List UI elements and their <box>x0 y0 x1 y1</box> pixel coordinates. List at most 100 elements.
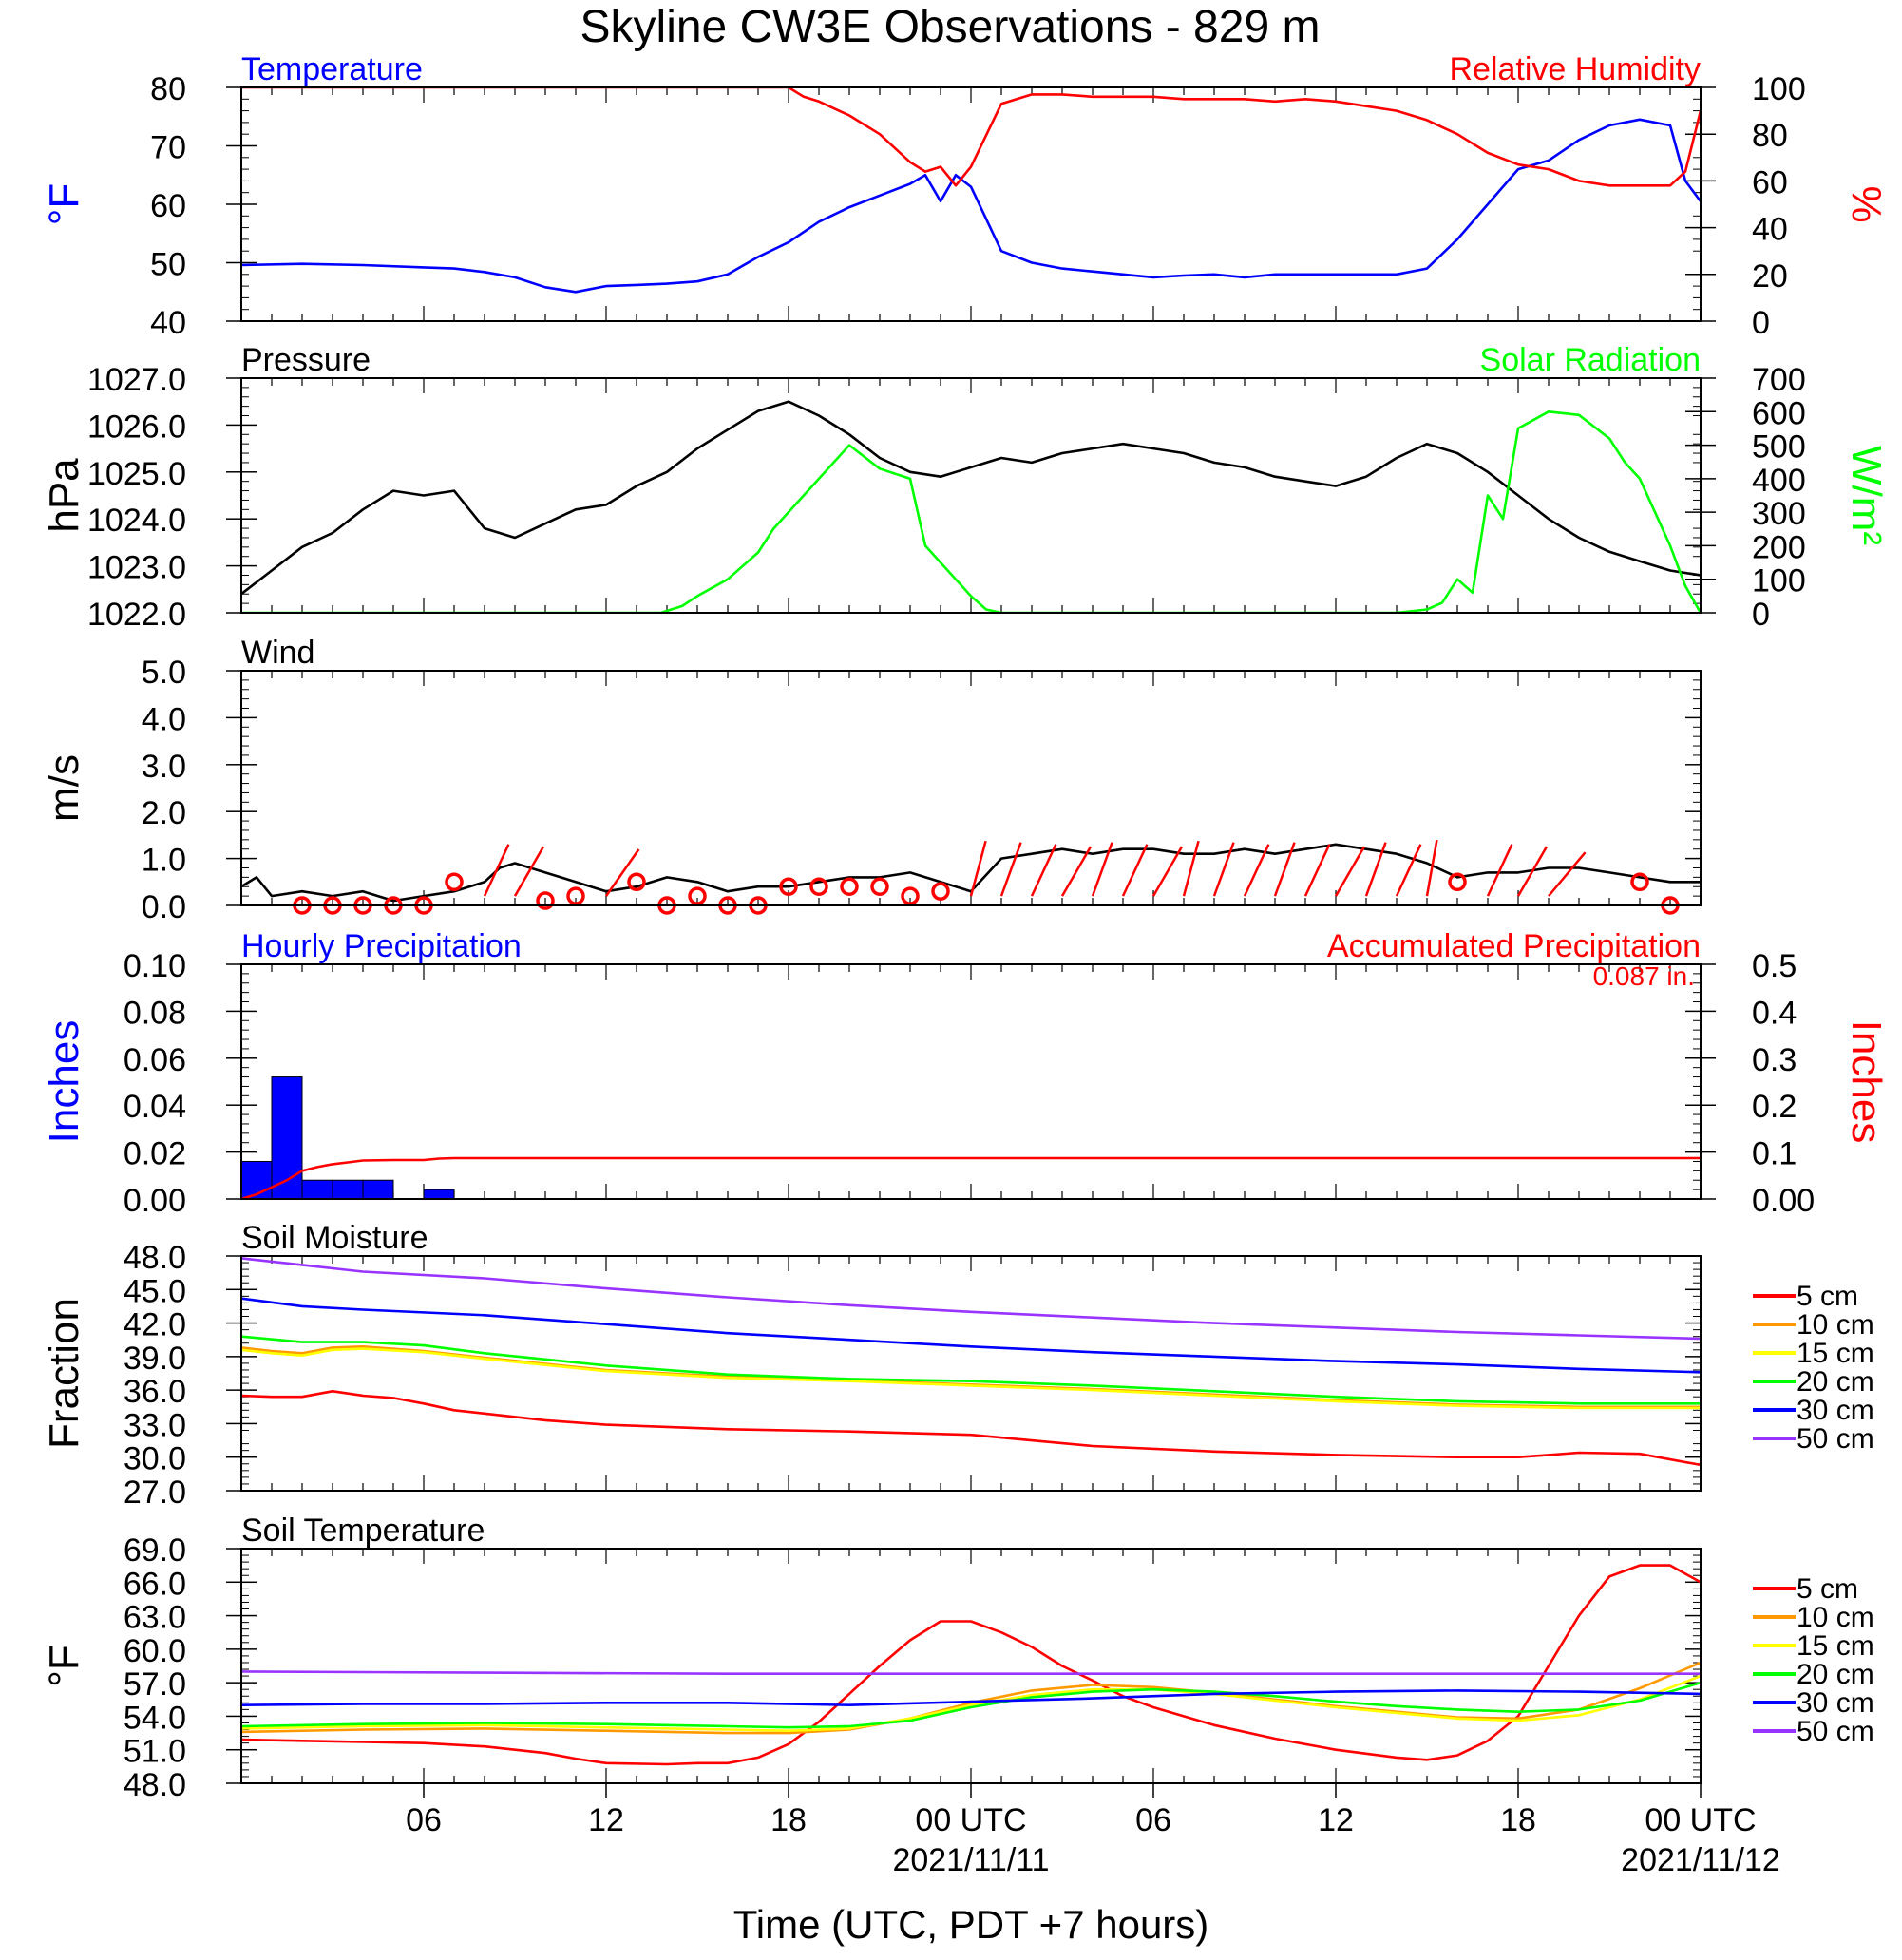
series-line-30-cm <box>241 1689 1701 1706</box>
y-tick-label-right: 100 <box>1752 71 1806 107</box>
y-tick-label: 42.0 <box>124 1307 186 1343</box>
wind-barb <box>483 844 510 897</box>
x-tick-label: 06 <box>406 1802 442 1838</box>
series-line-20-cm <box>241 1335 1701 1405</box>
y-tick-label: 27.0 <box>124 1475 186 1511</box>
series-line-0 <box>241 400 1701 596</box>
y-tick-label: 1025.0 <box>87 456 186 492</box>
x-tick-label: 00 UTC <box>1645 1802 1756 1838</box>
x-date-label: 2021/11/12 <box>1621 1842 1780 1878</box>
y-tick-label: 80 <box>150 71 186 107</box>
legend-label: 15 cm <box>1797 1630 1874 1662</box>
y-tick-label: 57.0 <box>124 1666 186 1703</box>
wind-direction-marker <box>1448 872 1467 892</box>
panel-title-right: Solar Radiation <box>1480 342 1701 378</box>
x-tick-label: 18 <box>1500 1802 1536 1838</box>
y-tick-label: 60 <box>150 188 186 224</box>
y-tick-label: 1026.0 <box>87 409 186 445</box>
y-tick-label: 0.00 <box>124 1183 186 1219</box>
x-tick-label: 12 <box>588 1802 624 1838</box>
panel-frame <box>240 1548 1702 1784</box>
y-tick-label-right: 500 <box>1752 429 1806 466</box>
legend-label: 20 cm <box>1797 1366 1874 1398</box>
y-axis-label-left: °F <box>41 183 87 225</box>
panel-pressure_solar: 1027.0 1026.0 1025.0 1024.0 1023.0 1022.0 7006… <box>41 342 1890 633</box>
wind-barb <box>513 846 545 897</box>
precip-bar <box>332 1179 364 1199</box>
y-tick-label-right: 100 <box>1752 563 1806 599</box>
y-axis-label-left: m/s <box>41 754 87 822</box>
x-tick-label: 12 <box>1318 1802 1354 1838</box>
y-tick-label-right: 0 <box>1752 305 1770 341</box>
y-tick-label-right: 0.5 <box>1752 948 1797 984</box>
y-tick-label: 50 <box>150 247 186 283</box>
panel-soil_moisture: 48.045.042.039.036.033.030.027.0 Soil Moi… <box>41 1220 1874 1511</box>
wind-direction-marker <box>870 877 889 896</box>
y-tick-label: 45.0 <box>124 1273 186 1309</box>
y-tick-label: 51.0 <box>124 1734 186 1770</box>
x-axis-label: Time (UTC, PDT +7 hours) <box>733 1902 1209 1947</box>
panel-soil_temperature: 69.066.063.060.057.054.051.048.0 Soil Tem… <box>41 1513 1874 1803</box>
y-tick-label-right: 0 <box>1752 597 1770 633</box>
y-tick-label: 48.0 <box>124 1240 186 1276</box>
panel-wind: 5.0 4.0 3.0 2.0 1.0 0.0 Wind m/s <box>41 635 1702 925</box>
series-line-1 <box>241 87 1701 187</box>
wind-barb <box>604 848 640 897</box>
panel-precipitation: 0.10 0.08 0.06 0.04 0.02 0.00 0.5 0.4 0.3 0.2 0.1 0… <box>41 928 1890 1219</box>
y-tick-label: 1024.0 <box>87 503 186 539</box>
plot-area <box>241 400 1701 613</box>
wind-barb <box>1364 842 1387 897</box>
legend-label: 30 cm <box>1797 1687 1874 1719</box>
wind-barb <box>1243 844 1270 897</box>
y-tick-label: 3.0 <box>142 749 186 785</box>
y-tick-label: 0.06 <box>124 1042 186 1078</box>
legend-label: 50 cm <box>1797 1423 1874 1455</box>
legend-label: 50 cm <box>1797 1716 1874 1747</box>
y-tick-label-right: 300 <box>1752 496 1806 532</box>
plot-area <box>241 1076 1701 1199</box>
y-tick-label: 0.04 <box>124 1089 186 1125</box>
wind-barb <box>1486 844 1513 897</box>
wind-barb <box>1030 844 1057 897</box>
y-tick-label-right: 400 <box>1752 463 1806 499</box>
y-tick-label: 63.0 <box>124 1600 186 1636</box>
wind-calm-marker <box>536 891 555 910</box>
series-line-0 <box>241 843 1701 903</box>
x-tick-label: 00 UTC <box>915 1802 1026 1838</box>
y-axis-label-left: hPa <box>41 458 87 533</box>
y-tick-label-right: 200 <box>1752 529 1806 565</box>
y-axis-label-left: Inches <box>41 1020 87 1144</box>
y-tick-label: 0.08 <box>124 995 186 1031</box>
y-tick-label: 36.0 <box>124 1374 186 1410</box>
x-tick-label: 18 <box>770 1802 807 1838</box>
series-line-10-cm <box>241 1661 1701 1735</box>
panel-frame <box>240 377 1702 614</box>
legend-label: 10 cm <box>1797 1602 1874 1633</box>
panel-title-left: Temperature <box>241 51 423 87</box>
series-line-30-cm <box>241 1297 1701 1374</box>
plot-area <box>241 87 1701 294</box>
series-line-0 <box>241 118 1701 294</box>
panel-title-left: Soil Temperature <box>241 1513 485 1549</box>
time-axis: 06 12 18 00 UTC 06 12 18 00 UTC 2021/11/11 2021/1… <box>406 1783 1780 1878</box>
wind-barb <box>1303 844 1331 897</box>
y-tick-label: 39.0 <box>124 1341 186 1377</box>
y-tick-label-right: 0.3 <box>1752 1042 1797 1078</box>
panel-frame <box>240 670 1702 906</box>
precip-bar <box>271 1076 303 1199</box>
y-axis-label-right: Inches <box>1843 1020 1890 1144</box>
y-tick-label-right: 0.4 <box>1752 995 1797 1031</box>
wind-barb <box>1425 839 1438 897</box>
legend-label: 20 cm <box>1797 1659 1874 1690</box>
wind-barb <box>1182 840 1200 897</box>
legend-label: 10 cm <box>1797 1309 1874 1341</box>
panel-title-right: Accumulated Precipitation <box>1327 928 1701 964</box>
panel-frame <box>240 86 1702 322</box>
wind-barb <box>1548 851 1587 897</box>
y-tick-label: 54.0 <box>124 1700 186 1736</box>
wind-barb <box>1091 842 1113 897</box>
y-tick-label: 30.0 <box>124 1441 186 1477</box>
plot-area <box>241 1257 1701 1467</box>
y-tick-label: 60.0 <box>124 1633 186 1669</box>
